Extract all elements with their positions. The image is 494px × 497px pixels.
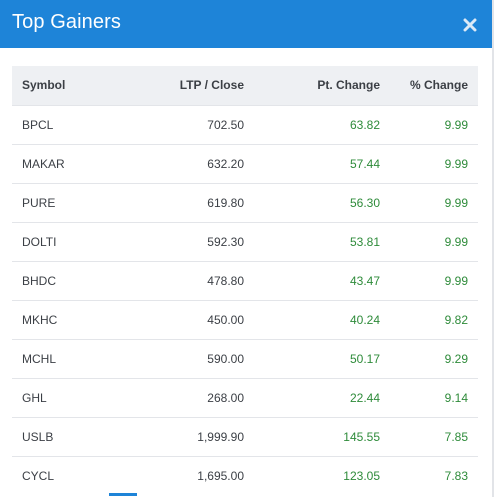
table-header-row: Symbol LTP / Close Pt. Change % Change [12,66,478,105]
table-row[interactable]: CYCL 1,695.00 123.05 7.83 [12,455,478,495]
pt-change-cell: 40.24 [254,299,390,339]
table-row[interactable]: MKHC 450.00 40.24 9.82 [12,299,478,339]
close-button[interactable] [460,15,480,35]
pct-change-cell: 9.99 [390,143,478,183]
pct-change-cell: 9.99 [390,104,478,144]
ltp-cell: 592.30 [142,221,254,261]
column-header-pct-change[interactable]: % Change [409,78,468,93]
table-row[interactable]: MCHL 590.00 50.17 9.29 [12,338,478,378]
ltp-cell: 450.00 [142,299,254,339]
symbol-cell: PURE [12,182,142,222]
ltp-cell: 702.50 [142,104,254,144]
gainers-table-container: Symbol LTP / Close Pt. Change % Change B… [12,66,478,495]
pct-change-cell: 9.99 [390,182,478,222]
gainers-table: Symbol LTP / Close Pt. Change % Change B… [12,66,478,495]
pct-change-cell: 7.85 [390,416,478,456]
table-row[interactable]: GHL 268.00 22.44 9.14 [12,377,478,417]
pct-change-cell: 9.99 [390,260,478,300]
ltp-cell: 268.00 [142,377,254,417]
pt-change-cell: 22.44 [254,377,390,417]
table-row[interactable]: PURE 619.80 56.30 9.99 [12,182,478,222]
pct-change-cell: 9.99 [390,221,478,261]
column-header-pt-change[interactable]: Pt. Change [317,78,380,93]
pt-change-cell: 50.17 [254,338,390,378]
symbol-cell: GHL [12,377,142,417]
scroll-indicator[interactable] [109,493,137,496]
pt-change-cell: 56.30 [254,182,390,222]
pct-change-cell: 7.83 [390,455,478,495]
dialog-header: Top Gainers [0,0,492,48]
ltp-cell: 632.20 [142,143,254,183]
ltp-cell: 1,695.00 [142,455,254,495]
symbol-cell: DOLTI [12,221,142,261]
table-row[interactable]: USLB 1,999.90 145.55 7.85 [12,416,478,456]
table-row[interactable]: DOLTI 592.30 53.81 9.99 [12,221,478,261]
ltp-cell: 478.80 [142,260,254,300]
pct-change-cell: 9.82 [390,299,478,339]
column-header-symbol[interactable]: Symbol [22,78,66,93]
column-header-ltp[interactable]: LTP / Close [179,78,244,93]
pt-change-cell: 145.55 [254,416,390,456]
pct-change-cell: 9.29 [390,338,478,378]
ltp-cell: 1,999.90 [142,416,254,456]
table-row[interactable]: BHDC 478.80 43.47 9.99 [12,260,478,300]
symbol-cell: MCHL [12,338,142,378]
symbol-cell: CYCL [12,455,142,495]
ltp-cell: 590.00 [142,338,254,378]
pt-change-cell: 57.44 [254,143,390,183]
pt-change-cell: 43.47 [254,260,390,300]
pt-change-cell: 63.82 [254,104,390,144]
symbol-cell: BPCL [12,104,142,144]
ltp-cell: 619.80 [142,182,254,222]
symbol-cell: MAKAR [12,143,142,183]
table-row[interactable]: BPCL 702.50 63.82 9.99 [12,104,478,144]
pt-change-cell: 123.05 [254,455,390,495]
dialog-title: Top Gainers [12,10,121,33]
table-row[interactable]: MAKAR 632.20 57.44 9.99 [12,143,478,183]
pct-change-cell: 9.14 [390,377,478,417]
pt-change-cell: 53.81 [254,221,390,261]
close-icon [463,18,477,32]
symbol-cell: BHDC [12,260,142,300]
symbol-cell: MKHC [12,299,142,339]
symbol-cell: USLB [12,416,142,456]
